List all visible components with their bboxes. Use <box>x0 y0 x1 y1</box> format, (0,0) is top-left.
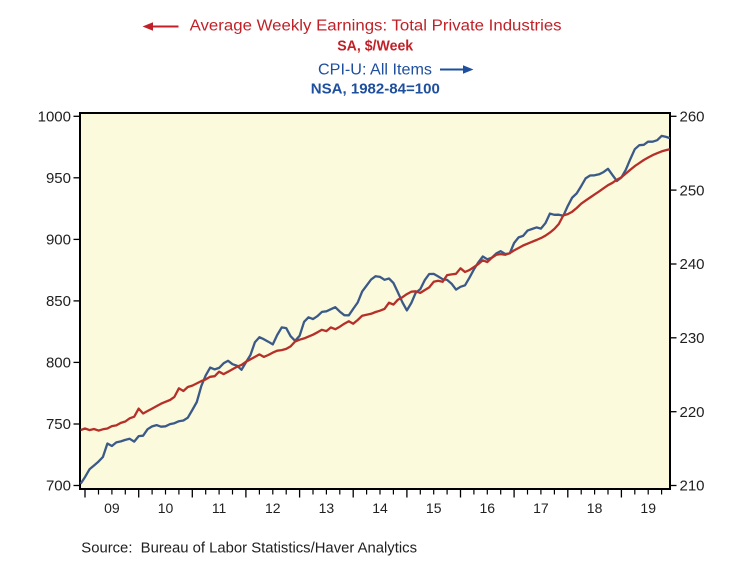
svg-text:CPI-U: All Items: CPI-U: All Items <box>318 62 432 79</box>
svg-text:SA, $/Week: SA, $/Week <box>337 38 414 55</box>
svg-text:850: 850 <box>46 293 71 310</box>
svg-text:13: 13 <box>319 500 335 516</box>
svg-text:240: 240 <box>680 256 705 273</box>
svg-text:220: 220 <box>680 404 705 421</box>
svg-text:210: 210 <box>680 478 705 495</box>
svg-text:10: 10 <box>158 500 174 516</box>
svg-text:19: 19 <box>640 500 656 516</box>
svg-text:800: 800 <box>46 355 71 372</box>
svg-text:11: 11 <box>212 500 227 516</box>
svg-text:15: 15 <box>426 500 442 516</box>
svg-text:700: 700 <box>46 478 71 495</box>
svg-text:Average Weekly Earnings: Total: Average Weekly Earnings: Total Private I… <box>190 18 562 35</box>
svg-text:12: 12 <box>265 500 281 516</box>
svg-text:250: 250 <box>680 182 705 199</box>
svg-text:230: 230 <box>680 330 705 347</box>
svg-text:17: 17 <box>533 500 549 516</box>
svg-text:260: 260 <box>680 109 705 126</box>
svg-text:900: 900 <box>46 232 71 249</box>
svg-text:750: 750 <box>46 416 71 433</box>
svg-text:14: 14 <box>372 500 388 516</box>
svg-text:16: 16 <box>480 500 496 516</box>
svg-text:Source: Bureau of Labor Stati: Source: Bureau of Labor Statistics/Haver… <box>81 539 417 556</box>
svg-text:09: 09 <box>104 500 120 516</box>
svg-text:NSA, 1982-84=100: NSA, 1982-84=100 <box>311 81 440 98</box>
svg-text:1000: 1000 <box>38 109 71 126</box>
svg-text:950: 950 <box>46 170 71 187</box>
svg-text:18: 18 <box>587 500 603 516</box>
